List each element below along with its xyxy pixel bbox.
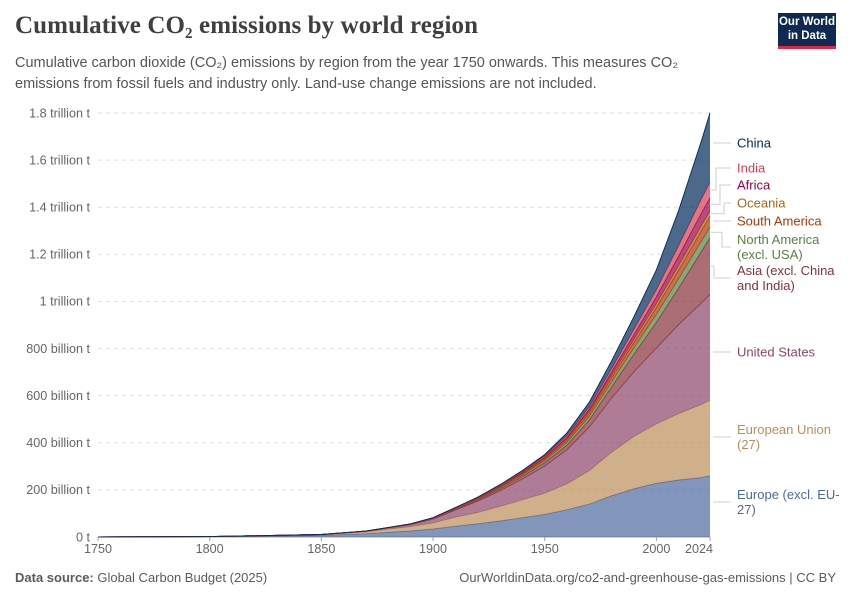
x-axis-label: 1750 xyxy=(84,542,112,556)
y-axis-label: 1.2 trillion t xyxy=(29,248,90,262)
legend-connector xyxy=(711,167,731,191)
data-source: Data source: Global Carbon Budget (2025) xyxy=(15,570,267,585)
y-axis-label: 400 billion t xyxy=(26,436,90,450)
x-axis-label: 1800 xyxy=(196,542,224,556)
area-europe-excl-eu-27[interactable] xyxy=(98,475,710,537)
y-axis-label: 800 billion t xyxy=(26,342,90,356)
legend-item-european-union-27[interactable]: European Union (27) xyxy=(737,422,831,452)
legend-item-united-states[interactable]: United States xyxy=(737,344,816,360)
credit-link[interactable]: OurWorldinData.org/co2-and-greenhouse-ga… xyxy=(459,570,836,585)
area-edge-china xyxy=(97,112,711,538)
x-axis-label: 2024 xyxy=(685,542,713,556)
x-axis-label: 1850 xyxy=(307,542,335,556)
legend-connector xyxy=(711,231,731,248)
logo-line1: Our World xyxy=(778,16,835,28)
legend-item-oceania[interactable]: Oceania xyxy=(737,195,786,211)
legend-item-china[interactable]: China xyxy=(737,135,771,151)
owid-logo[interactable]: Our World in Data xyxy=(778,13,836,49)
x-axis-label: 1950 xyxy=(531,542,559,556)
legend-item-india[interactable]: India xyxy=(737,160,766,176)
y-axis-label: 200 billion t xyxy=(26,483,90,497)
legend-connector xyxy=(711,184,731,206)
legend-connector xyxy=(711,202,731,215)
data-source-label: Data source: xyxy=(15,570,94,585)
y-axis-label: 1 trillion t xyxy=(40,295,91,309)
legend-item-north-america-excl-usa[interactable]: North America (excl. USA) xyxy=(737,232,820,262)
logo-line2: in Data xyxy=(787,29,827,42)
y-axis-label: 0 t xyxy=(76,530,91,544)
y-axis-label: 1.8 trillion t xyxy=(29,106,90,120)
legend-connector xyxy=(711,265,731,279)
chart-subtitle: Cumulative carbon dioxide (CO₂) emission… xyxy=(15,55,678,92)
data-source-value: Global Carbon Budget (2025) xyxy=(93,570,268,585)
legend-item-africa[interactable]: Africa xyxy=(737,177,771,193)
x-axis-label: 2000 xyxy=(642,542,670,556)
legend-item-europe-excl-eu-27[interactable]: Europe (excl. EU-27) xyxy=(737,487,840,517)
y-axis-label: 1.6 trillion t xyxy=(29,153,90,167)
area-united-states[interactable] xyxy=(98,294,710,537)
area-european-union-27[interactable] xyxy=(98,400,710,537)
y-axis-label: 600 billion t xyxy=(26,389,90,403)
legend-item-south-america[interactable]: South America xyxy=(737,213,822,229)
legend-item-asia-excl-china-and-india[interactable]: Asia (excl. China and India) xyxy=(737,263,835,293)
x-axis-label: 1900 xyxy=(419,542,447,556)
y-axis-label: 1.4 trillion t xyxy=(29,201,90,215)
page-title: Cumulative CO₂ emissions by world region xyxy=(15,12,479,39)
